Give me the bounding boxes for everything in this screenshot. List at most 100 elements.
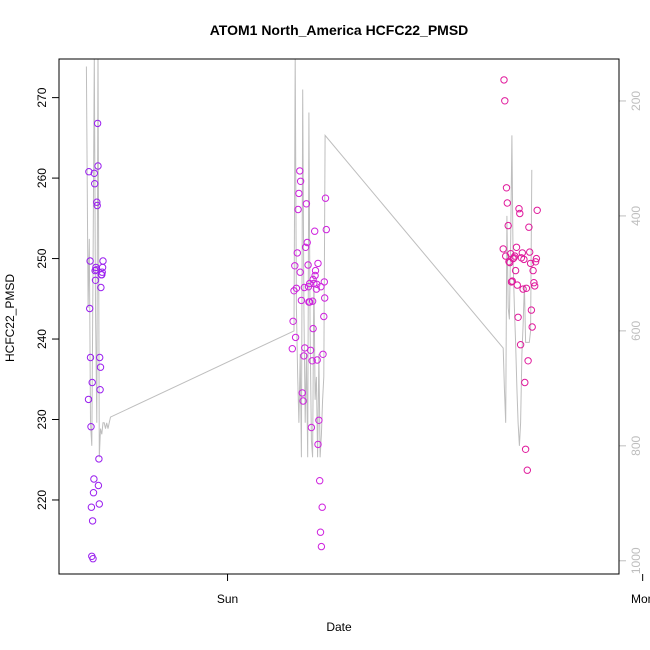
data-point <box>527 306 536 314</box>
data-point <box>296 177 305 186</box>
data-point <box>96 353 104 362</box>
data-point <box>296 268 304 276</box>
data-point <box>294 205 302 214</box>
data-point <box>96 363 105 371</box>
data-point <box>93 198 101 206</box>
data-point <box>320 278 328 286</box>
series-2-points <box>288 167 330 551</box>
data-point <box>516 209 524 218</box>
data-point <box>293 249 301 257</box>
data-point <box>318 503 326 511</box>
data-point <box>502 184 511 192</box>
y-tick-label: 240 <box>35 329 49 349</box>
data-point <box>88 378 96 387</box>
data-point <box>307 423 316 432</box>
data-point <box>290 287 298 295</box>
data-point <box>519 285 527 293</box>
data-point <box>316 528 325 536</box>
data-point <box>296 167 304 175</box>
data-point <box>311 271 319 280</box>
data-point <box>94 481 103 490</box>
y2-tick-label: 1000 <box>629 547 643 574</box>
data-point <box>512 243 521 252</box>
data-point <box>320 312 328 321</box>
data-point <box>315 416 323 424</box>
y-axis-label: HCFC22_PMSD <box>3 274 17 362</box>
data-point <box>298 389 306 397</box>
y2-tick-label: 400 <box>629 206 643 226</box>
data-point <box>98 271 106 279</box>
data-point <box>317 542 326 551</box>
data-point <box>308 357 316 365</box>
data-point <box>291 333 300 342</box>
chart-title: ATOM1 North_America HCFC22_PMSD <box>210 22 469 38</box>
data-point <box>98 268 106 276</box>
data-point <box>96 386 104 394</box>
series-3-points <box>499 76 541 474</box>
plot-frame <box>58 58 620 575</box>
y-tick-label: 250 <box>35 248 49 268</box>
data-point <box>300 352 308 360</box>
data-point <box>516 341 525 349</box>
data-point <box>501 97 509 105</box>
data-point <box>507 278 516 286</box>
data-point <box>91 180 99 188</box>
y-tick-label: 260 <box>35 168 49 188</box>
data-point <box>88 517 97 525</box>
data-point <box>311 227 319 235</box>
data-point <box>97 283 105 292</box>
data-point <box>503 199 511 207</box>
x-axis-label: Date <box>326 620 352 634</box>
data-point <box>86 304 94 313</box>
data-point <box>319 350 327 358</box>
y2-tick-label: 200 <box>629 91 643 111</box>
data-point <box>524 357 532 365</box>
data-point <box>521 378 529 387</box>
data-point <box>312 285 321 293</box>
data-point <box>514 313 522 321</box>
data-point <box>508 277 516 285</box>
data-point <box>85 168 93 176</box>
data-point <box>301 243 310 252</box>
data-point <box>93 201 101 210</box>
data-point <box>521 445 530 453</box>
y2-tick-label: 800 <box>629 435 643 455</box>
data-point <box>313 280 321 288</box>
data-point <box>531 282 539 290</box>
data-point <box>90 475 98 483</box>
data-point <box>299 397 307 405</box>
data-point <box>306 346 315 354</box>
data-point <box>89 555 97 563</box>
series-1-points <box>84 119 107 563</box>
data-point <box>504 221 512 230</box>
data-point <box>297 296 306 305</box>
data-point <box>289 317 297 325</box>
data-point <box>91 266 99 275</box>
data-point <box>306 298 314 306</box>
data-point <box>321 294 329 302</box>
data-point <box>522 284 531 292</box>
data-point <box>95 500 104 508</box>
data-point <box>321 194 330 202</box>
data-point <box>288 345 296 353</box>
data-point <box>525 223 533 231</box>
data-point <box>91 276 100 284</box>
data-point <box>291 262 299 270</box>
x-tick-label: Mon <box>631 592 650 606</box>
axes: SunMonTue2202302402502602702004006008001… <box>35 87 650 606</box>
data-point <box>93 119 102 128</box>
data-point <box>322 225 330 234</box>
data-point <box>86 353 95 362</box>
data-point <box>86 257 94 265</box>
data-point <box>84 395 93 404</box>
data-point <box>314 259 322 268</box>
data-point <box>302 200 311 208</box>
x-tick-label: Sun <box>217 592 238 606</box>
data-point <box>295 189 303 198</box>
data-point <box>303 238 311 247</box>
data-point <box>529 266 537 275</box>
data-point <box>526 248 534 256</box>
y-tick-label: 270 <box>35 87 49 107</box>
